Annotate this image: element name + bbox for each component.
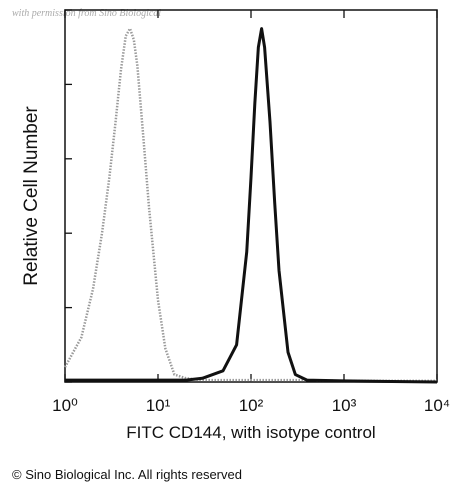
histogram-line: [63, 27, 437, 383]
footer: © Sino Biological Inc. All rights reserv…: [12, 467, 242, 482]
y-axis-label: Relative Cell Number: [21, 106, 42, 286]
x-axis-label: FITC CD144, with isotype control: [126, 423, 375, 442]
watermark: with permission from Sino Biological: [12, 8, 161, 19]
x-tick-label: 10³: [332, 396, 357, 415]
x-tick-label: 10⁰: [52, 396, 78, 415]
x-tick-label: 10¹: [146, 396, 171, 415]
histogram-line: [65, 27, 438, 384]
x-tick-label: 10⁴: [424, 396, 450, 415]
x-tick-label: 10²: [239, 396, 264, 415]
